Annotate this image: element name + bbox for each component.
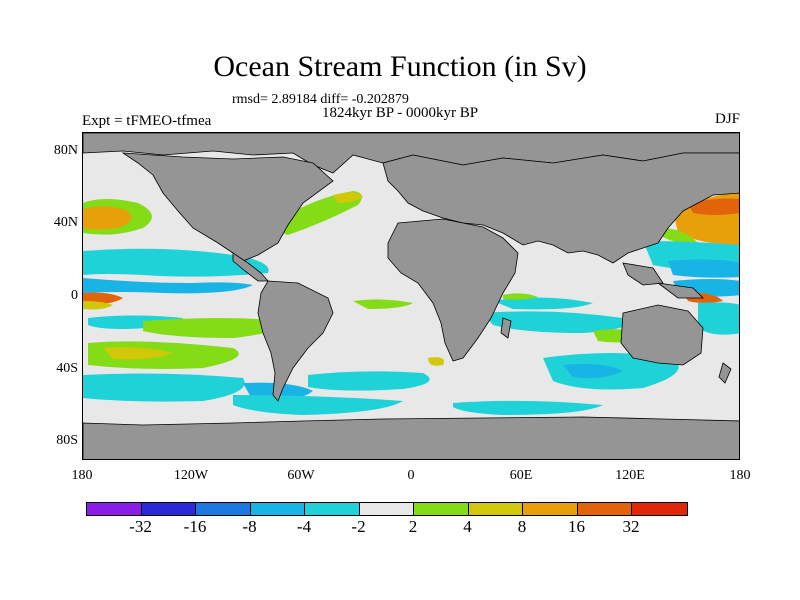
colorbar-label: 32 — [622, 517, 640, 536]
colorbar-cell — [468, 503, 523, 515]
y-tick-80s: 80S — [56, 433, 78, 448]
chart-title: Ocean Stream Function (in Sv) — [213, 50, 587, 83]
colorbar — [86, 502, 688, 516]
x-tick-60e: 60E — [509, 468, 533, 483]
experiment-label: Expt = tFMEO-tfmea — [82, 113, 212, 129]
colorbar-label: -16 — [183, 517, 207, 536]
land — [83, 133, 739, 459]
stats-line: rmsd= 2.89184 diff= -0.202879 — [232, 92, 409, 107]
colorbar-cell — [359, 503, 414, 515]
x-tick-60w: 60W — [287, 468, 315, 483]
colorbar-label: -32 — [129, 517, 152, 536]
colorbar-cell — [577, 503, 632, 515]
colorbar-cell — [87, 503, 142, 515]
colorbar-cell — [250, 503, 305, 515]
y-tick-40s: 40S — [56, 361, 78, 376]
colorbar-cell — [305, 503, 360, 515]
colorbar-cell — [632, 503, 687, 515]
period-label: 1824kyr BP - 0000kyr BP — [322, 105, 479, 121]
colorbar-cell — [141, 503, 196, 515]
colorbar-cell — [523, 503, 578, 515]
colorbar-label: 4 — [463, 517, 472, 536]
x-tick-180e: 180 — [729, 468, 751, 483]
x-tick-0: 0 — [407, 468, 415, 483]
y-tick-0: 0 — [71, 288, 78, 303]
map-panel — [82, 132, 740, 460]
x-tick-180w: 180 — [71, 468, 93, 483]
colorbar-cell — [414, 503, 469, 515]
y-tick-80n: 80N — [53, 143, 78, 158]
colorbar-label: 8 — [517, 517, 527, 536]
colorbar-label: -8 — [242, 517, 257, 536]
x-tick-120e: 120E — [615, 468, 645, 483]
colorbar-label: -2 — [351, 517, 366, 536]
colorbar-label: 2 — [408, 517, 418, 536]
season-label: DJF — [714, 111, 740, 127]
x-tick-120w: 120W — [173, 468, 209, 483]
colorbar-label: -4 — [296, 517, 312, 536]
colorbar-label: 16 — [568, 517, 585, 536]
y-tick-40n: 40N — [53, 215, 78, 230]
colorbar-cell — [196, 503, 251, 515]
world-map — [83, 133, 739, 459]
